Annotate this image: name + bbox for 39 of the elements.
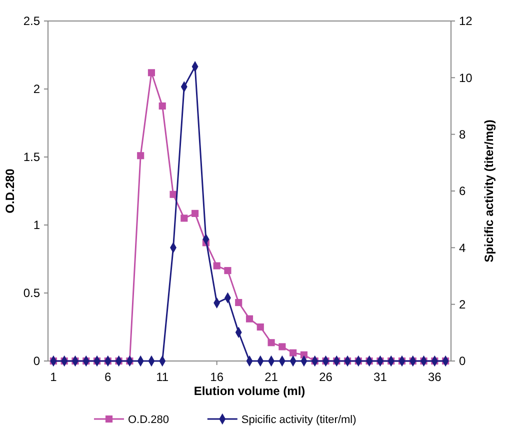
point bbox=[235, 298, 242, 306]
y2-axis-title: Spicific activity (titer/mg) bbox=[482, 120, 496, 262]
x-tick-label: 31 bbox=[374, 370, 388, 384]
x-axis-title: Elution volume (ml) bbox=[194, 384, 306, 398]
y2-tick-label: 2 bbox=[459, 298, 466, 312]
y2-tick-label: 6 bbox=[459, 184, 466, 198]
legend-label: O.D.280 bbox=[128, 414, 169, 426]
legend-label: Spicific activity (titer/ml) bbox=[241, 414, 356, 426]
x-tick-label: 36 bbox=[428, 370, 442, 384]
point bbox=[148, 69, 156, 76]
y-tick-label: 2.5 bbox=[23, 14, 40, 28]
point bbox=[213, 262, 220, 270]
point bbox=[224, 267, 232, 274]
x-tick-label: 16 bbox=[210, 370, 224, 384]
point bbox=[192, 210, 199, 217]
y-tick-label: 0 bbox=[33, 354, 40, 368]
y-tick-label: 1 bbox=[33, 218, 40, 232]
y2-tick-label: 0 bbox=[459, 354, 466, 368]
y2-tick-label: 12 bbox=[459, 14, 473, 28]
point bbox=[278, 343, 286, 350]
x-tick-label: 21 bbox=[264, 370, 278, 384]
y-axis-title: O.D.280 bbox=[3, 168, 17, 214]
point bbox=[137, 152, 144, 160]
point bbox=[246, 315, 254, 322]
x-tick-label: 1 bbox=[50, 370, 58, 384]
y2-tick-label: 8 bbox=[459, 128, 466, 142]
x-tick-label: 11 bbox=[156, 370, 169, 384]
x-tick-label: 26 bbox=[319, 370, 333, 384]
point bbox=[290, 349, 297, 356]
point bbox=[268, 339, 275, 346]
point bbox=[158, 102, 166, 110]
y-tick-label: 1.5 bbox=[23, 150, 40, 164]
y2-tick-label: 4 bbox=[459, 240, 466, 255]
y-tick-label: 0.5 bbox=[23, 286, 40, 300]
point bbox=[180, 214, 188, 222]
x-tick-label: 6 bbox=[104, 370, 112, 384]
y-tick-label: 2 bbox=[33, 82, 40, 96]
y2-tick-label: 10 bbox=[459, 70, 473, 85]
point bbox=[256, 323, 264, 331]
